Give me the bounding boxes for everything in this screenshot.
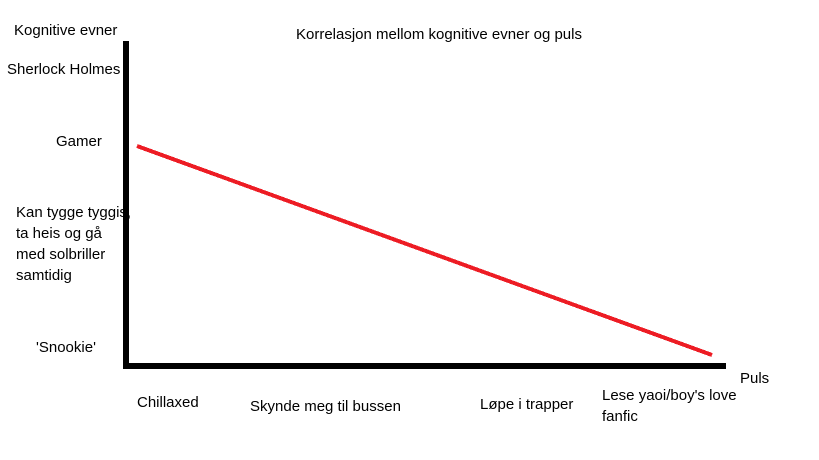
y-tick-sherlock-holmes: Sherlock Holmes	[7, 61, 121, 78]
y-tick-snookie: 'Snookie'	[36, 339, 96, 356]
x-axis-title: Puls	[740, 370, 770, 387]
trend-line	[136, 144, 713, 357]
x-tick-skynde-meg: Skynde meg til bussen	[250, 398, 401, 415]
x-tick-yaoi-fanfic: Lese yaoi/boy's love fanfic	[602, 387, 737, 425]
y-tick-gamer: Gamer	[56, 133, 102, 150]
x-tick-lope-i-trapper: Løpe i trapper	[480, 396, 574, 413]
y-tick-tygge-tyggis: Kan tygge tyggis, ta heis og gå med solb…	[16, 204, 132, 284]
chart-title: Korrelasjon mellom kognitive evner og pu…	[296, 26, 582, 43]
y-axis-title: Kognitive evner	[14, 22, 118, 39]
x-tick-chillaxed: Chillaxed	[137, 394, 199, 411]
